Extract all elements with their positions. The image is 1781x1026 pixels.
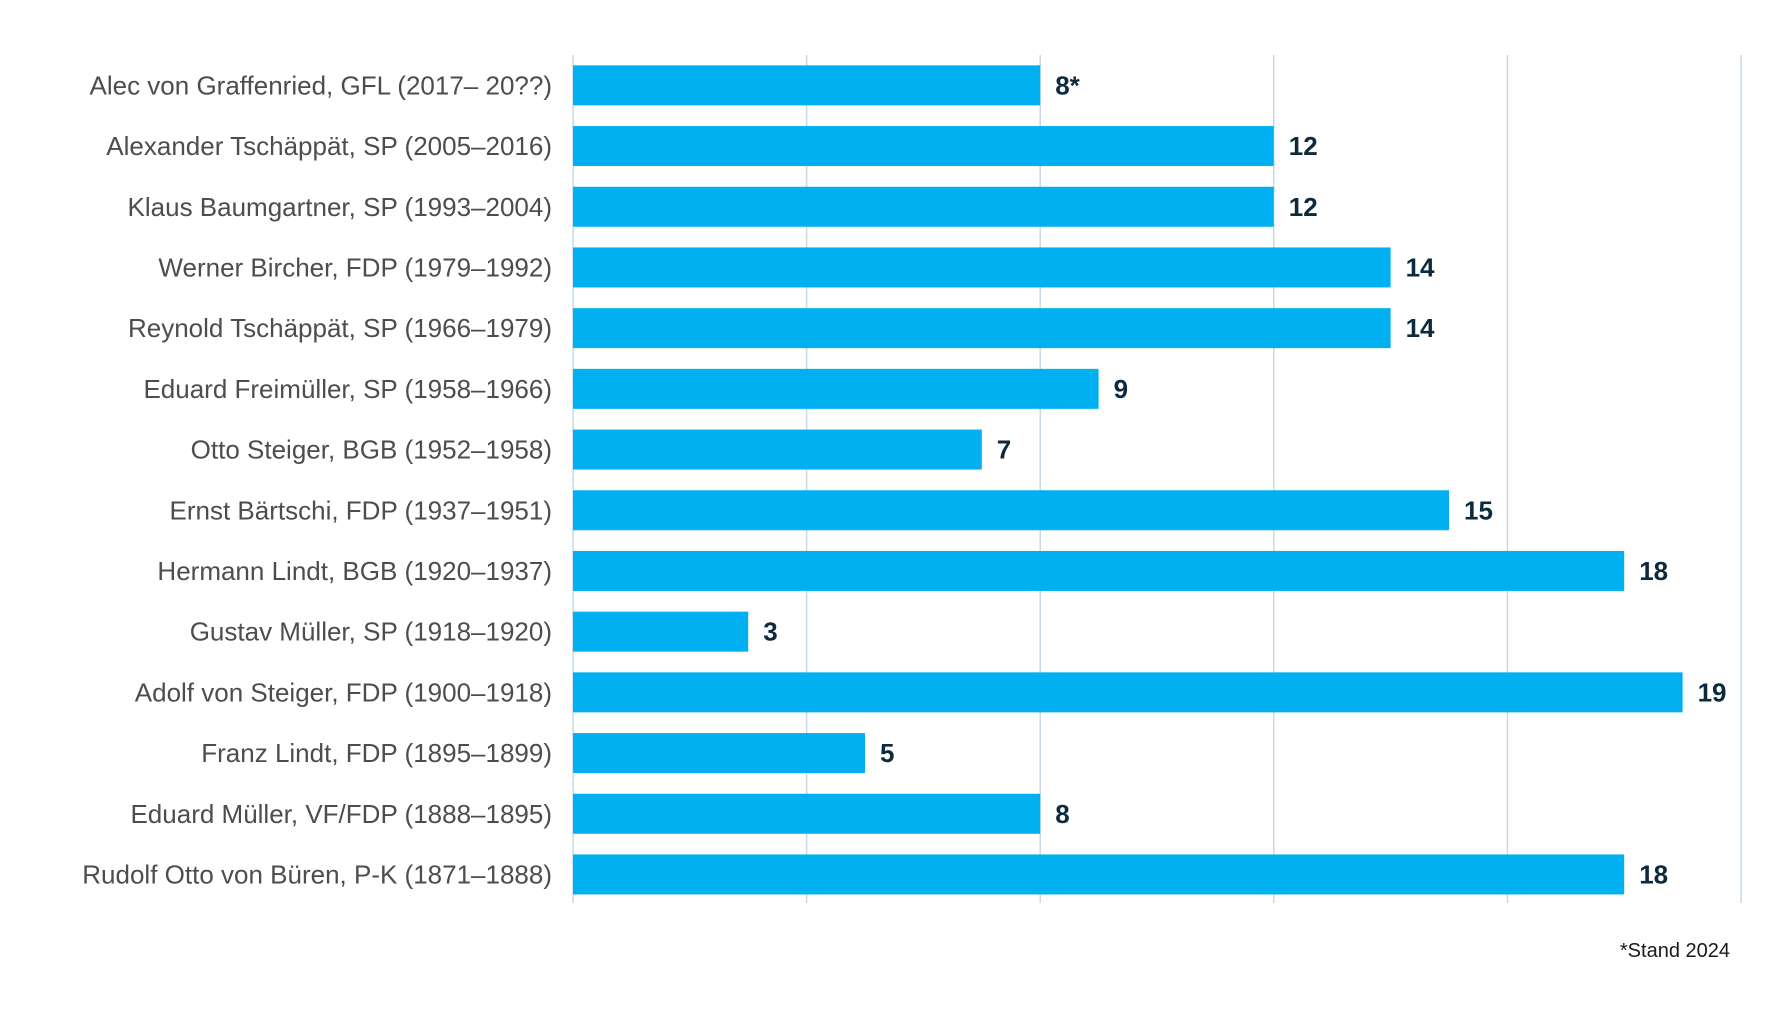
bar [573,247,1391,288]
category-label: Ernst Bärtschi, FDP (1937–1951) [170,495,552,525]
category-label: Alexander Tschäppät, SP (2005–2016) [106,131,552,161]
bar [573,186,1274,227]
value-label: 14 [1406,252,1435,282]
category-label: Gustav Müller, SP (1918–1920) [190,617,552,647]
value-label: 8* [1055,70,1080,100]
bar [573,490,1449,531]
value-label: 7 [997,435,1011,465]
bar [573,793,1041,834]
value-label: 9 [1114,374,1128,404]
value-label: 14 [1406,313,1435,343]
category-label: Rudolf Otto von Büren, P-K (1871–1888) [82,859,552,889]
value-label: 18 [1639,859,1668,889]
bar [573,550,1625,591]
bar [573,126,1274,167]
bar [573,308,1391,349]
category-label: Werner Bircher, FDP (1979–1992) [158,252,552,282]
bar [573,854,1625,895]
category-labels: Alec von Graffenried, GFL (2017– 20??) Al… [82,70,552,889]
bar [573,368,1099,409]
value-label: 5 [880,738,894,768]
bar [573,65,1041,106]
bar [573,672,1683,713]
value-label: 12 [1289,192,1318,222]
value-label: 3 [763,617,777,647]
category-label: Eduard Freimüller, SP (1958–1966) [143,374,552,404]
value-label: 18 [1639,556,1668,586]
category-label: Adolf von Steiger, FDP (1900–1918) [135,677,552,707]
category-label: Otto Steiger, BGB (1952–1958) [191,435,552,465]
footnote: *Stand 2024 [1619,940,1730,962]
category-label: Reynold Tschäppät, SP (1966–1979) [128,313,552,343]
bars [573,65,1683,895]
category-label: Alec von Graffenried, GFL (2017– 20??) [90,70,553,100]
category-label: Franz Lindt, FDP (1895–1899) [201,738,552,768]
bar [573,733,865,774]
category-label: Hermann Lindt, BGB (1920–1937) [157,556,552,586]
value-label: 12 [1289,131,1318,161]
value-labels: 8* 12 12 14 14 9 7 15 18 3 19 5 8 18 [763,70,1726,889]
value-label: 8 [1055,799,1069,829]
bar [573,429,982,470]
gridlines [572,55,1742,903]
value-label: 19 [1698,677,1727,707]
category-label: Klaus Baumgartner, SP (1993–2004) [128,192,552,222]
bar [573,611,749,652]
category-label: Eduard Müller, VF/FDP (1888–1895) [130,799,552,829]
value-label: 15 [1464,495,1493,525]
